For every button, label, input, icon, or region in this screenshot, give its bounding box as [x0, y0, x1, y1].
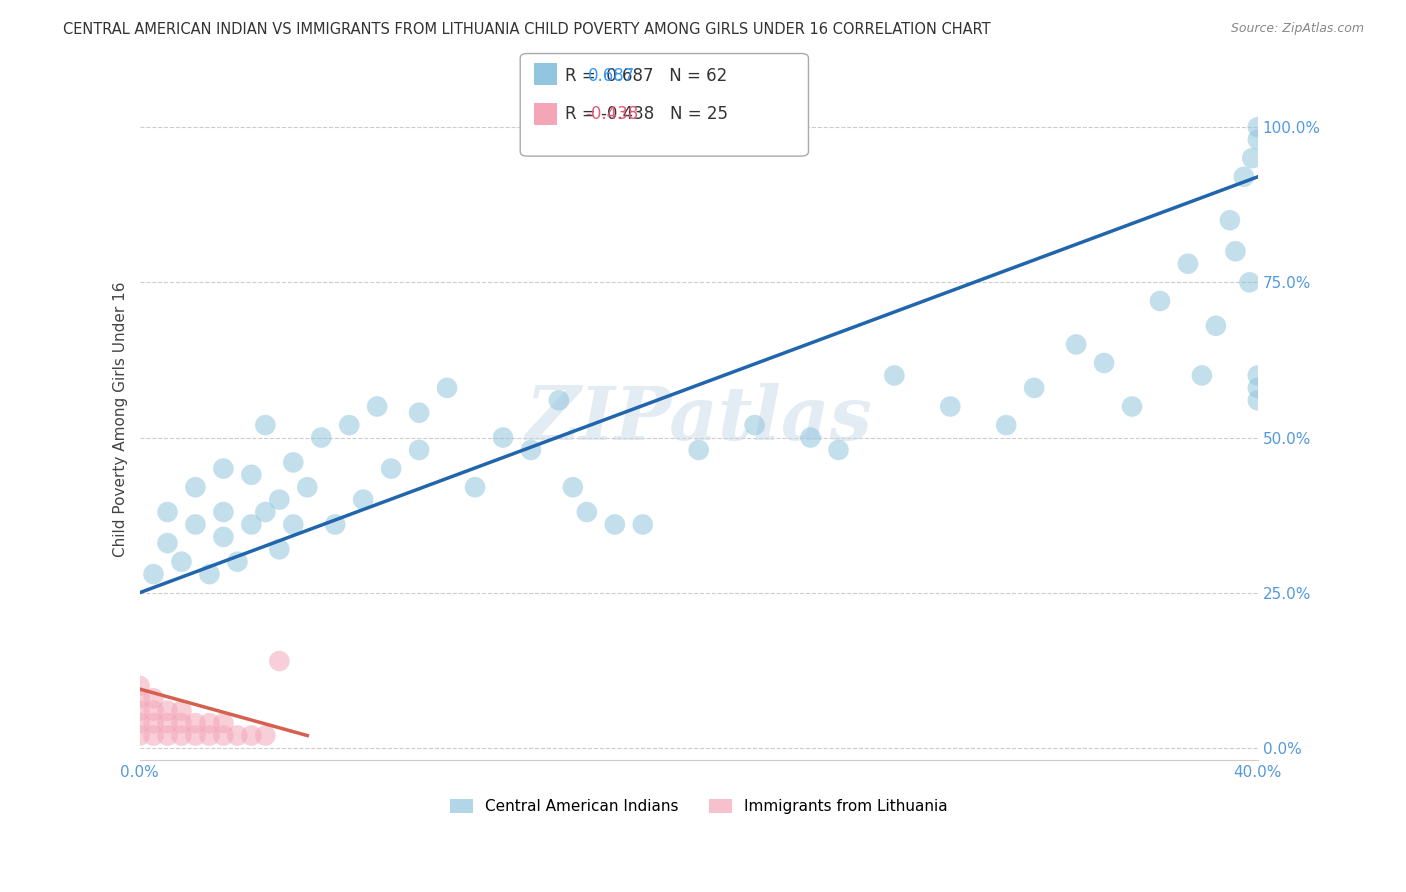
- Point: [1247, 368, 1270, 383]
- Point: [184, 480, 207, 494]
- Point: [269, 492, 291, 507]
- Point: [198, 567, 221, 582]
- Point: [212, 461, 235, 475]
- Point: [631, 517, 654, 532]
- Point: [254, 418, 277, 433]
- Point: [688, 442, 710, 457]
- Point: [1191, 368, 1213, 383]
- Point: [337, 418, 360, 433]
- Point: [603, 517, 626, 532]
- Point: [128, 716, 150, 731]
- Point: [156, 704, 179, 718]
- Point: [1233, 169, 1256, 184]
- Text: CENTRAL AMERICAN INDIAN VS IMMIGRANTS FROM LITHUANIA CHILD POVERTY AMONG GIRLS U: CENTRAL AMERICAN INDIAN VS IMMIGRANTS FR…: [63, 22, 991, 37]
- Point: [1241, 151, 1264, 165]
- Point: [799, 431, 821, 445]
- Point: [1247, 120, 1270, 134]
- Point: [269, 542, 291, 557]
- Point: [1239, 276, 1261, 290]
- Point: [464, 480, 486, 494]
- Point: [1149, 293, 1171, 308]
- Point: [170, 555, 193, 569]
- Point: [142, 691, 165, 706]
- Point: [995, 418, 1018, 433]
- Point: [575, 505, 598, 519]
- Point: [240, 467, 263, 482]
- Point: [436, 381, 458, 395]
- Text: 0.687: 0.687: [588, 67, 636, 85]
- Point: [1177, 257, 1199, 271]
- Point: [380, 461, 402, 475]
- Point: [366, 400, 388, 414]
- Text: R = -0.438   N = 25: R = -0.438 N = 25: [565, 105, 728, 123]
- Point: [198, 716, 221, 731]
- Point: [408, 406, 430, 420]
- Point: [492, 431, 515, 445]
- Point: [561, 480, 583, 494]
- Point: [156, 716, 179, 731]
- Point: [156, 505, 179, 519]
- Point: [128, 729, 150, 743]
- Point: [744, 418, 766, 433]
- Point: [548, 393, 571, 408]
- Y-axis label: Child Poverty Among Girls Under 16: Child Poverty Among Girls Under 16: [114, 281, 128, 557]
- Text: ZIPatlas: ZIPatlas: [526, 383, 872, 455]
- Text: Source: ZipAtlas.com: Source: ZipAtlas.com: [1230, 22, 1364, 36]
- Point: [170, 704, 193, 718]
- Text: -0.438: -0.438: [585, 105, 638, 123]
- Point: [1064, 337, 1087, 351]
- Point: [226, 729, 249, 743]
- Point: [128, 679, 150, 693]
- Point: [1024, 381, 1046, 395]
- Point: [1225, 244, 1247, 259]
- Point: [283, 455, 305, 469]
- Point: [240, 729, 263, 743]
- Point: [254, 505, 277, 519]
- Point: [297, 480, 319, 494]
- Point: [142, 729, 165, 743]
- Point: [520, 442, 543, 457]
- Point: [170, 729, 193, 743]
- Point: [1247, 393, 1270, 408]
- Point: [269, 654, 291, 668]
- Point: [142, 567, 165, 582]
- Legend: Central American Indians, Immigrants from Lithuania: Central American Indians, Immigrants fro…: [450, 799, 948, 814]
- Point: [156, 729, 179, 743]
- Point: [254, 729, 277, 743]
- Point: [212, 729, 235, 743]
- Point: [1247, 132, 1270, 146]
- Point: [1219, 213, 1241, 227]
- Point: [283, 517, 305, 532]
- Point: [142, 704, 165, 718]
- Point: [128, 691, 150, 706]
- Point: [184, 517, 207, 532]
- Point: [142, 716, 165, 731]
- Point: [1205, 318, 1227, 333]
- Point: [184, 716, 207, 731]
- Point: [212, 505, 235, 519]
- Point: [212, 530, 235, 544]
- Point: [128, 704, 150, 718]
- Point: [1247, 381, 1270, 395]
- Point: [408, 442, 430, 457]
- Point: [323, 517, 346, 532]
- Point: [352, 492, 374, 507]
- Point: [184, 729, 207, 743]
- Point: [240, 517, 263, 532]
- Text: R =  0.687   N = 62: R = 0.687 N = 62: [565, 67, 727, 85]
- Point: [827, 442, 849, 457]
- Point: [939, 400, 962, 414]
- Point: [198, 729, 221, 743]
- Point: [170, 716, 193, 731]
- Point: [309, 431, 332, 445]
- Point: [1121, 400, 1143, 414]
- Point: [212, 716, 235, 731]
- Point: [883, 368, 905, 383]
- Point: [226, 555, 249, 569]
- Point: [1092, 356, 1115, 370]
- Point: [156, 536, 179, 550]
